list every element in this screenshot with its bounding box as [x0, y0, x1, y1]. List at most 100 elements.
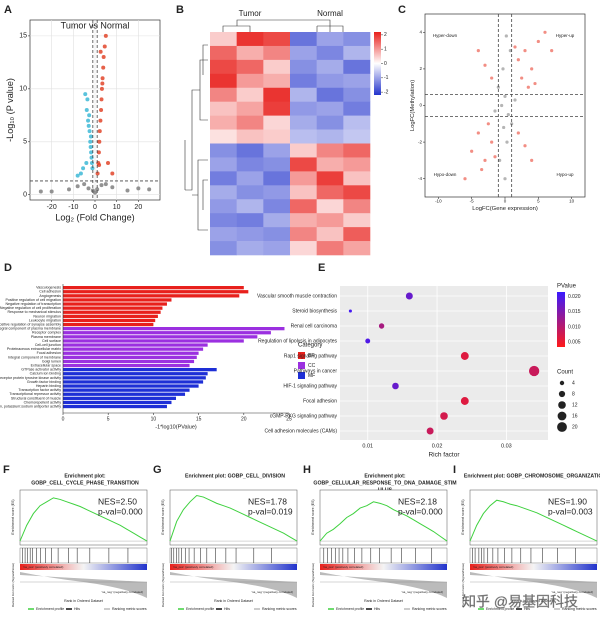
nes-label: NES=2.18 — [398, 496, 437, 506]
category-label: Negative regulation of transcription — [5, 302, 61, 306]
pval-label: p-val=0.003 — [548, 506, 593, 516]
point — [78, 171, 83, 176]
point — [506, 113, 510, 117]
y-tick-label: 4 — [419, 29, 422, 34]
heatmap-cell — [290, 199, 317, 214]
bar — [63, 372, 208, 376]
heatmap-cell — [290, 185, 317, 200]
x-tick-label: 20 — [134, 204, 142, 211]
category-label: Vasculogenesis — [36, 286, 61, 290]
category-label: Golgi lumen — [42, 359, 61, 363]
point — [508, 49, 512, 53]
panel-letter: D — [4, 262, 12, 274]
heatmap-cell — [263, 32, 291, 47]
y-tick-label: 15 — [19, 33, 27, 40]
point — [67, 187, 71, 192]
column-group-label: Tumor — [239, 9, 262, 18]
rank-colorbar — [170, 564, 297, 570]
heatmap-cell — [210, 101, 237, 116]
colorbar-tick-label: -1 — [384, 75, 389, 81]
heatmap-cell — [343, 129, 371, 144]
panel-letter: G — [153, 464, 162, 476]
x-axis-label: Rank in Ordered Dataset — [364, 599, 403, 603]
legend-label: Ranking metric scores — [562, 607, 597, 611]
bar — [63, 355, 197, 359]
quadrant-label: Hyper-up — [556, 33, 575, 38]
y-axis-label: -Log₁₀ (P value) — [5, 78, 15, 142]
point — [95, 187, 100, 192]
point — [99, 86, 104, 91]
point — [96, 150, 101, 155]
category-label: GTPase activator activity — [21, 368, 61, 372]
heatmap-cell — [316, 213, 344, 228]
heatmap-cell — [343, 32, 371, 47]
enrichment-curve — [469, 499, 598, 542]
rank-colorbar — [470, 564, 597, 570]
panel-letter: A — [4, 4, 12, 16]
category-label: Positive regulation of cell migration — [5, 298, 61, 302]
hits-frame — [469, 547, 598, 564]
category-label: Integral component of plasma membrane — [0, 327, 61, 331]
point — [516, 131, 520, 135]
heatmap-cell — [343, 227, 371, 242]
point — [86, 186, 91, 191]
point — [496, 85, 500, 89]
heatmap-cell — [316, 185, 344, 200]
category-label: Renal cell carcinoma — [291, 323, 338, 329]
point — [103, 33, 108, 38]
heatmap-cell — [263, 185, 291, 200]
category-label: Regulation of lipolysis in adipocytes — [258, 338, 337, 344]
y-tick-label: -4 — [418, 176, 422, 181]
quadrant-label: Hypo-up — [556, 172, 574, 177]
pval-label: p-val=0.019 — [248, 506, 293, 516]
ranking-metric — [20, 572, 147, 598]
bar — [63, 310, 161, 314]
heatmap-cell — [236, 143, 264, 158]
colorbar-tick-label: 0.010 — [568, 324, 581, 330]
y-tick-label: 0 — [419, 103, 422, 108]
point — [147, 187, 152, 192]
heatmap-cell — [210, 157, 237, 172]
nes-label: NES=2.50 — [98, 496, 137, 506]
category-label: cGMP-PKG signaling pathway — [270, 413, 338, 419]
bar — [63, 298, 172, 302]
legend-label: Enrichment profile — [186, 607, 214, 611]
x-tick-label: 0 — [504, 199, 507, 204]
point — [88, 134, 93, 139]
bar — [63, 343, 208, 347]
category-label: Response to mechanical stimulus — [7, 310, 61, 314]
heatmap-cell — [316, 241, 344, 256]
category-label: Receptor complex — [32, 331, 61, 335]
category-label: Calcium, potassium:sodium antiporter act… — [0, 404, 61, 408]
x-axis-label: Rich factor — [428, 452, 460, 459]
neg-label: 'na_neg' (negatively correlated) — [101, 590, 143, 594]
plot-frame — [319, 489, 448, 546]
point — [99, 108, 104, 112]
heatmap-cell — [316, 227, 344, 242]
heatmap-cell — [290, 45, 317, 61]
category-label: Extracellular space — [31, 363, 61, 367]
bar — [63, 339, 244, 343]
x-axis-label: Rank in Ordered Dataset — [214, 599, 253, 603]
heatmap-cell — [290, 32, 317, 47]
ranking-metric — [320, 572, 447, 598]
point — [533, 81, 537, 86]
heatmap-cell — [210, 185, 237, 200]
y-axis-label: Enrichment score (ES) — [311, 499, 315, 534]
point — [102, 44, 107, 49]
point — [493, 155, 497, 159]
category-label: Pathways in cancer — [294, 368, 338, 374]
x-tick-label: 5 — [107, 416, 110, 422]
category-label: Plasma membrane — [31, 335, 61, 339]
pval-label: p-val=0.000 — [98, 506, 143, 516]
point — [87, 129, 92, 134]
heatmap-cell — [236, 87, 264, 102]
dot — [392, 382, 399, 390]
heatmap-cell — [263, 129, 291, 144]
size-legend-dot — [558, 401, 566, 409]
colorbar-tick-label: 0.015 — [568, 309, 581, 315]
heatmap-cell — [263, 171, 291, 186]
legend-swatch — [298, 352, 305, 359]
legend-label: Hits — [74, 607, 80, 611]
heatmap-cell — [236, 213, 264, 228]
